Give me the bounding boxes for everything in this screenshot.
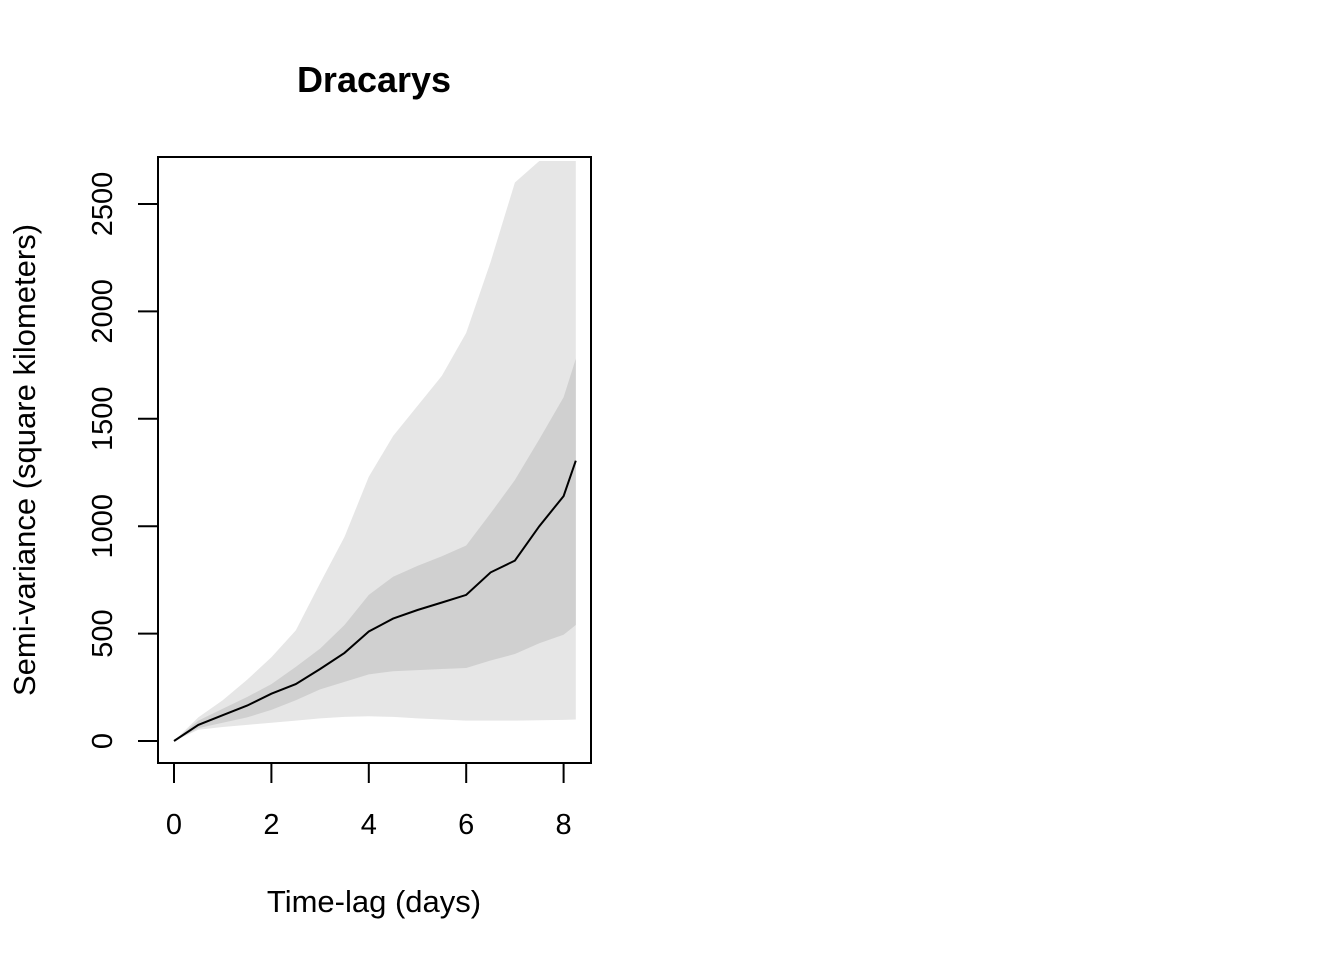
y-tick-label: 1000: [87, 494, 119, 559]
x-tick-label: 0: [166, 809, 182, 841]
y-tick-label: 2000: [87, 279, 119, 344]
semivariance-line: [173, 460, 577, 742]
x-tick-label: 8: [556, 809, 572, 841]
y-tick-label: 1500: [87, 387, 119, 452]
x-tick-label: 6: [458, 809, 474, 841]
x-axis: 0 2 4 6 8: [166, 762, 572, 841]
y-tick-label: 0: [87, 733, 119, 749]
x-axis-label: Time-lag (days): [267, 884, 481, 919]
series-lines: [173, 460, 577, 742]
x-tick-label: 4: [361, 809, 377, 841]
chart-title: Dracarys: [297, 59, 451, 100]
y-axis-label: Semi-variance (square kilometers): [7, 224, 42, 696]
y-axis: 0 500 1000 1500 2000 2500: [87, 172, 159, 749]
confidence-bands: [174, 161, 576, 741]
y-tick-label: 500: [87, 609, 119, 657]
x-tick-label: 2: [263, 809, 279, 841]
inner-confidence-band: [174, 358, 576, 741]
y-tick-label: 2500: [87, 172, 119, 237]
